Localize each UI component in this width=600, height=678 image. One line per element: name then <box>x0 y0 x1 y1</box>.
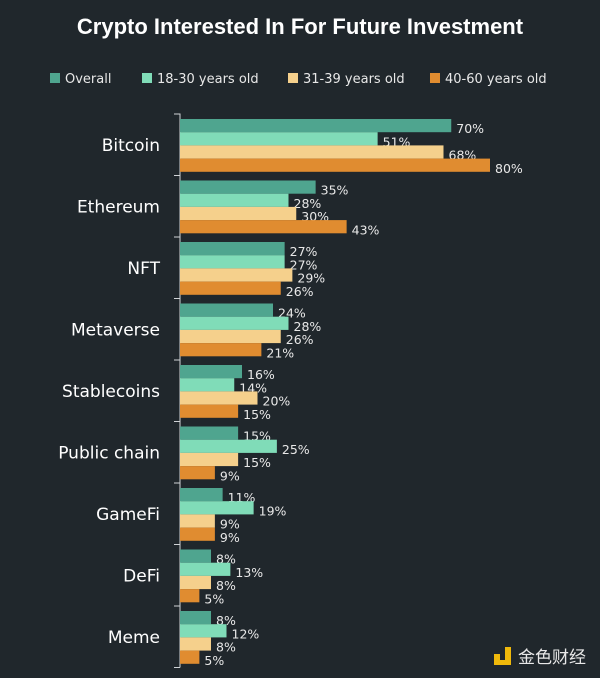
bar <box>180 145 444 159</box>
bar <box>180 549 211 563</box>
category-label: Meme <box>108 628 160 648</box>
bar <box>180 404 239 418</box>
data-label: 26% <box>286 284 314 299</box>
watermark-logo: 金色财经 <box>494 643 586 668</box>
data-label: 13% <box>235 565 263 580</box>
legend-swatch-1 <box>142 73 152 83</box>
data-label: 9% <box>220 468 240 483</box>
bar <box>180 650 200 664</box>
data-label: 70% <box>456 121 484 136</box>
bar <box>180 575 211 590</box>
bar <box>180 119 452 133</box>
data-label: 12% <box>232 626 260 641</box>
category-label: Metaverse <box>71 320 160 340</box>
bar <box>180 378 235 392</box>
bar <box>180 281 281 295</box>
bar <box>180 611 211 625</box>
bar <box>180 268 293 282</box>
axis-bracket <box>174 544 181 606</box>
bar <box>180 220 347 234</box>
data-label: 28% <box>294 319 322 334</box>
category-label: Bitcoin <box>102 136 160 156</box>
axis-bracket <box>174 113 181 176</box>
bar <box>180 180 316 194</box>
bar <box>180 158 490 172</box>
bar <box>180 329 281 344</box>
bar <box>180 365 242 379</box>
bar <box>180 193 289 207</box>
chart-title: Crypto Interested In For Future Investme… <box>76 14 524 39</box>
data-label: 19% <box>259 503 287 518</box>
bar <box>180 391 258 405</box>
data-label: 27% <box>290 244 318 259</box>
data-label: 8% <box>216 640 236 655</box>
data-label: 80% <box>495 161 523 176</box>
axis-bracket <box>174 605 181 668</box>
legend-label-2: 31-39 years old <box>303 72 405 87</box>
bar <box>180 501 254 515</box>
bar <box>180 589 200 603</box>
legend-label-1: 18-30 years old <box>157 72 259 87</box>
data-label: 21% <box>266 345 294 360</box>
bar <box>180 527 215 541</box>
category-label: Stablecoins <box>62 382 160 402</box>
legend-swatch-3 <box>430 73 440 83</box>
data-label: 5% <box>204 653 224 668</box>
data-label: 9% <box>220 530 240 545</box>
data-label: 15% <box>243 455 271 470</box>
bar <box>180 206 297 221</box>
data-label: 27% <box>290 257 318 272</box>
data-label: 20% <box>263 394 291 409</box>
bar <box>180 637 211 651</box>
data-label: 5% <box>204 591 224 606</box>
bar <box>180 255 285 269</box>
bar <box>180 439 277 453</box>
data-label: 9% <box>220 517 240 532</box>
axis-bracket <box>174 482 181 545</box>
legend-label-3: 40-60 years old <box>445 72 547 87</box>
bar <box>180 514 215 528</box>
category-label: Public chain <box>58 443 160 463</box>
logo-icon <box>494 646 512 665</box>
axis-bracket <box>174 236 181 299</box>
axis-bracket <box>174 421 181 483</box>
data-label: 16% <box>247 367 275 382</box>
category-label: GameFi <box>96 505 160 525</box>
category-label: NFT <box>127 259 160 279</box>
data-label: 43% <box>352 222 380 237</box>
legend-label-0: Overall <box>65 72 111 87</box>
bar <box>180 303 273 317</box>
bar <box>180 343 262 357</box>
data-label: 25% <box>282 442 310 457</box>
bar <box>180 466 215 480</box>
data-label: 15% <box>243 407 271 422</box>
legend-swatch-0 <box>50 73 60 83</box>
bar <box>180 452 239 467</box>
bar <box>180 426 239 440</box>
category-label: Ethereum <box>77 197 160 217</box>
data-label: 8% <box>216 578 236 593</box>
bar <box>180 624 227 638</box>
category-label: DeFi <box>123 566 160 586</box>
bar <box>180 132 378 146</box>
axis-bracket <box>174 359 181 422</box>
data-label: 35% <box>321 183 349 198</box>
data-label: 29% <box>297 271 325 286</box>
data-label: 28% <box>294 196 322 211</box>
watermark-text: 金色财经 <box>518 648 586 668</box>
legend-swatch-2 <box>288 73 298 83</box>
bar <box>180 316 289 330</box>
axis-bracket <box>174 298 181 360</box>
data-label: 26% <box>286 332 314 347</box>
axis-bracket <box>174 175 181 237</box>
bar <box>180 242 285 256</box>
bar <box>180 488 223 502</box>
bar <box>180 562 231 576</box>
